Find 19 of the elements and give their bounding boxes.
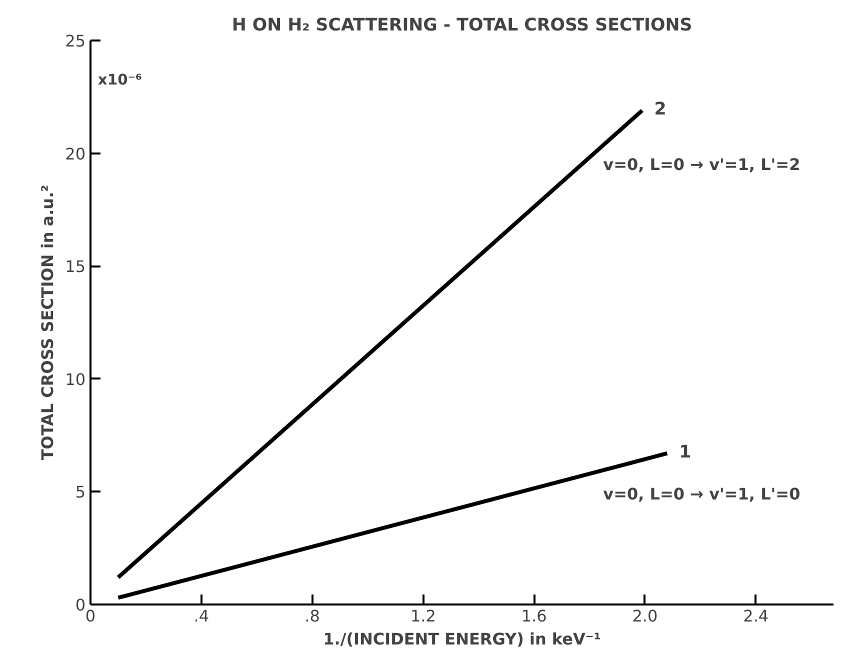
x-axis-title: 1./(INCIDENT ENERGY) in keV⁻¹ [323,630,601,648]
annotation: x10⁻⁶ [98,71,142,88]
annotation: v=0, L=0 → v'=1, L'=0 [603,484,800,504]
x-tick-label: 2.0 [632,606,658,626]
y-axis-title: TOTAL CROSS SECTION in a.u.² [38,184,58,460]
series-label: 1 [679,442,692,462]
y-tick-label: 5 [75,482,86,502]
x-tick-label: 1.2 [410,606,436,626]
series-label: 2 [654,99,666,120]
x-tick-label: .4 [194,606,210,626]
y-tick-label: 15 [65,257,86,276]
x-tick-label: 1.6 [521,606,547,626]
x-tick-label: 2.4 [743,606,769,626]
y-tick-label: 25 [65,32,86,50]
x-tick-label: .8 [304,606,320,626]
annotation: v=0, L=0 → v'=1, L'=2 [603,155,800,174]
y-tick-label: 10 [65,370,86,389]
chart-title: H ON H₂ SCATTERING - TOTAL CROSS SECTIONS [232,16,692,36]
y-tick-label: 20 [65,144,86,164]
